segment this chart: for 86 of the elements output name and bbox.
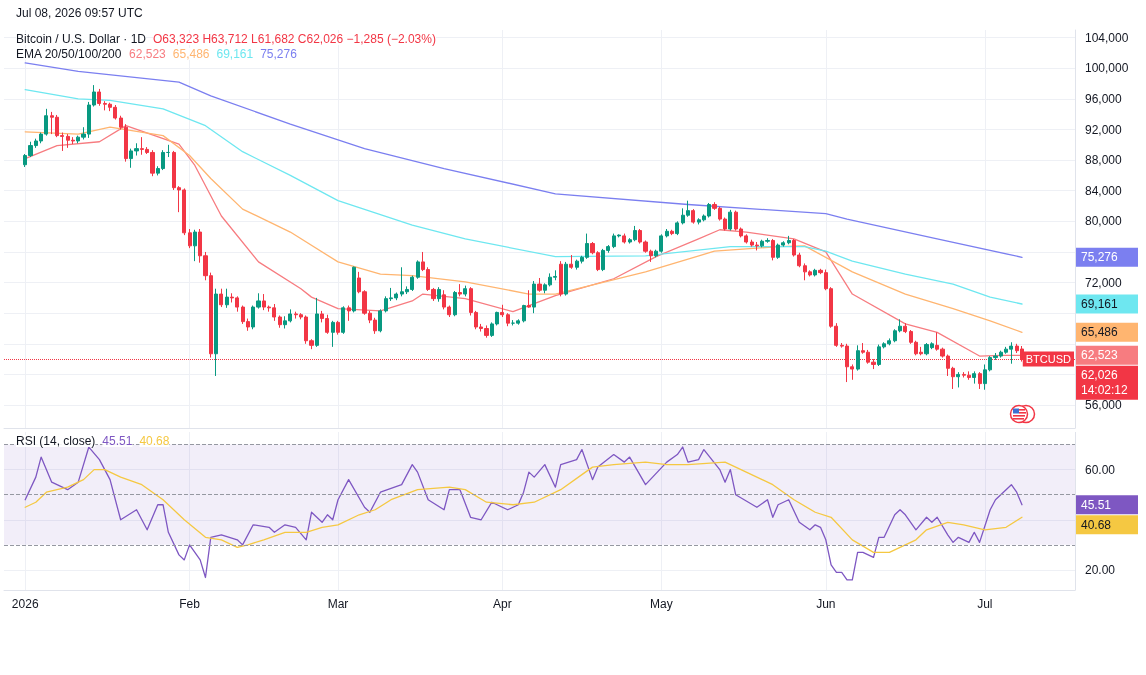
candlestick [787,235,791,245]
candlestick [352,266,356,313]
y-tick-label: 104,000 [1085,30,1129,45]
y-tick-label: 72,000 [1085,275,1123,290]
x-tick-label: Jun [816,597,836,611]
candlestick [972,370,976,385]
text: 69,161 [1081,297,1118,312]
annotation: EMA 20/50/100/200 [16,47,122,61]
line-series [24,461,1023,554]
candlestick [559,260,563,297]
candlestick [347,305,351,322]
text: 14:02:12 [1081,383,1129,398]
candlestick [225,288,229,309]
candlestick [956,371,960,388]
chart-subtitle: O63,323 H63,712 L61,682 C62,026 −1,285 (−2.03%) [153,32,436,46]
x-tick-label: Mar [327,597,349,611]
y-tick-label: 60.00 [1085,462,1116,477]
chart-title: RSI (14, close) [16,434,96,448]
candlestick [903,322,907,334]
text: Jul 08, 2026 09:57 UTC [16,6,144,20]
y-tick-label: 80,000 [1085,214,1123,229]
x-tick-label: May [650,597,673,611]
annotation: 62,523 [129,47,167,61]
y-tick-label: 96,000 [1085,91,1123,106]
candlestick [341,305,345,335]
text: 40.68 [1081,517,1112,532]
x-tick-label: 2026 [11,597,39,611]
candlestick [188,228,192,249]
line-series [24,62,1023,258]
text: 62,026 [1081,368,1119,383]
annotation: 69,161 [216,47,254,61]
candlestick [670,229,674,236]
candlestick [331,320,335,348]
candlestick [537,277,542,293]
candlestick [569,254,573,270]
candlestick [500,304,504,318]
candlestick [315,297,319,348]
ref-line-label: BTCUSD [1025,352,1072,365]
candlestick [219,288,223,308]
candlestick [458,283,462,297]
y-tick-label: 88,000 [1085,153,1123,168]
candlestick [97,88,101,107]
candlestick [506,312,510,327]
candlestick [193,229,197,262]
candlestick [978,371,982,390]
line-series [24,446,1023,581]
candlestick [771,238,775,261]
candlestick [675,220,679,236]
candlestick [728,209,732,232]
candlestick [622,233,626,245]
candlestick [532,280,536,314]
annotation: 40.68 [139,434,170,448]
candlestick [665,228,669,238]
x-tick-label: Apr [493,597,512,611]
candlestick [416,259,420,280]
y-tick-label: 20.00 [1085,562,1116,577]
text: 62,523 [1081,348,1118,363]
annotation: 45.51 [102,434,133,448]
candlestick [463,285,467,297]
candlestick [378,308,382,333]
x-tick-label: Jul [977,597,993,611]
chart-title: Bitcoin / U.S. Dollar · 1D [16,32,147,46]
candlestick [336,320,340,336]
y-tick-label: 56,000 [1085,398,1123,413]
candlestick [691,208,695,225]
text: 65,486 [1081,325,1118,340]
x-tick-label: Feb [179,597,201,611]
candlestick [516,318,520,326]
candlestick [813,268,817,277]
candlestick [166,144,170,158]
y-tick-label: 100,000 [1085,61,1129,76]
candlestick [278,314,282,329]
text: 45.51 [1081,497,1112,512]
annotation: 65,486 [172,47,210,61]
text: 75,276 [1081,250,1118,265]
candlestick [214,288,218,377]
candlestick [437,286,441,303]
annotation: 75,276 [260,47,298,61]
candlestick [453,290,457,317]
candlestick [522,304,526,323]
y-tick-label: 84,000 [1085,183,1123,198]
line-series [24,89,1023,305]
candlestick [856,344,860,372]
candlestick [564,261,568,297]
y-tick-label: 92,000 [1085,122,1123,137]
candlestick [527,289,531,309]
